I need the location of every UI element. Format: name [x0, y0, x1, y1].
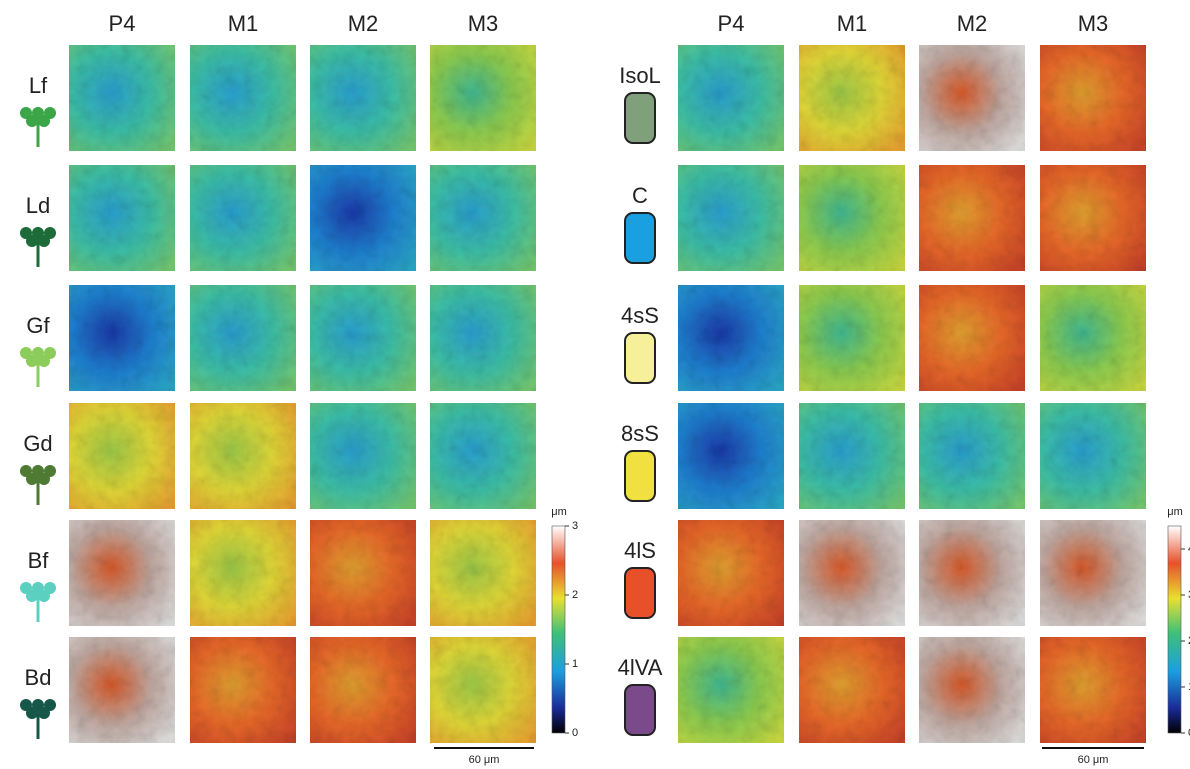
surface-image	[190, 520, 296, 626]
surface-image	[799, 637, 905, 743]
surface-image	[919, 403, 1025, 509]
row-label: 4lS	[624, 538, 656, 563]
surface-image	[430, 403, 536, 509]
surface-image	[190, 637, 296, 743]
colorbar	[552, 526, 565, 733]
surface-image	[678, 403, 784, 509]
plant-icon	[44, 107, 56, 119]
plant-icon	[44, 699, 56, 711]
surface-image	[919, 165, 1025, 271]
surface-image	[310, 285, 416, 391]
row-label: 4lVA	[618, 655, 663, 680]
scale-bar-label: 60 μm	[1078, 754, 1109, 766]
plant-icon	[44, 465, 56, 477]
surface-image	[678, 165, 784, 271]
surface-image	[799, 285, 905, 391]
surface-image	[799, 403, 905, 509]
surface-image	[678, 637, 784, 743]
surface-image	[799, 45, 905, 151]
material-icon	[625, 568, 655, 618]
material-icon	[625, 213, 655, 263]
surface-image	[190, 165, 296, 271]
row-label: Bd	[25, 665, 52, 690]
surface-image	[1040, 403, 1146, 509]
material-icon	[625, 93, 655, 143]
surface-image	[69, 637, 175, 743]
surface-image	[310, 403, 416, 509]
surface-image	[69, 285, 175, 391]
surface-image	[190, 45, 296, 151]
surface-image	[430, 637, 536, 743]
surface-image	[190, 403, 296, 509]
surface-image	[69, 45, 175, 151]
colorbar-tick-label: 1	[572, 658, 578, 670]
surface-image	[430, 45, 536, 151]
column-header: P4	[718, 11, 745, 36]
surface-image	[1040, 165, 1146, 271]
surface-image	[430, 285, 536, 391]
surface-image	[430, 520, 536, 626]
surface-image	[799, 165, 905, 271]
column-header: M3	[468, 11, 499, 36]
surface-image	[919, 637, 1025, 743]
scale-bar-label: 60 μm	[469, 754, 500, 766]
surface-image	[190, 285, 296, 391]
column-header: M2	[348, 11, 379, 36]
surface-image	[310, 520, 416, 626]
surface-image	[799, 520, 905, 626]
plant-icon	[44, 227, 56, 239]
row-label: 8sS	[621, 421, 659, 446]
row-label: C	[632, 183, 648, 208]
surface-image	[678, 285, 784, 391]
plant-icon	[44, 347, 56, 359]
material-icon	[625, 451, 655, 501]
row-label: Gd	[23, 431, 52, 456]
colorbar	[1168, 526, 1181, 733]
surface-image	[430, 165, 536, 271]
plant-icon	[44, 582, 56, 594]
surface-image	[310, 165, 416, 271]
colorbar-unit: μm	[1167, 506, 1183, 518]
surface-image	[678, 45, 784, 151]
material-icon	[625, 685, 655, 735]
colorbar-tick-label: 3	[572, 520, 578, 532]
column-header: M3	[1078, 11, 1109, 36]
surface-image	[1040, 520, 1146, 626]
column-header: M1	[228, 11, 259, 36]
surface-image	[69, 165, 175, 271]
surface-image	[69, 403, 175, 509]
surface-image	[1040, 45, 1146, 151]
column-header: P4	[109, 11, 136, 36]
figure: P4 M1 M2 M3 Lf Ld Gf Gd Bf Bd μm 0 1 2 3 60 μm P4 M1 M2 M3 I…	[0, 0, 1190, 769]
surface-image	[919, 45, 1025, 151]
column-header: M1	[837, 11, 868, 36]
row-label: Lf	[29, 73, 48, 98]
row-label: Gf	[26, 313, 50, 338]
column-header: M2	[957, 11, 988, 36]
surface-image	[310, 45, 416, 151]
colorbar-tick-label: 2	[572, 589, 578, 601]
surface-image	[919, 285, 1025, 391]
row-label: IsoL	[619, 63, 661, 88]
surface-image	[69, 520, 175, 626]
colorbar-tick-label: 0	[572, 727, 578, 739]
surface-image	[1040, 637, 1146, 743]
material-icon	[625, 333, 655, 383]
row-label: Bf	[28, 548, 50, 573]
surface-image	[678, 520, 784, 626]
colorbar-unit: μm	[551, 506, 567, 518]
row-label: 4sS	[621, 303, 659, 328]
surface-image	[310, 637, 416, 743]
surface-image	[1040, 285, 1146, 391]
row-label: Ld	[26, 193, 50, 218]
surface-image	[919, 520, 1025, 626]
